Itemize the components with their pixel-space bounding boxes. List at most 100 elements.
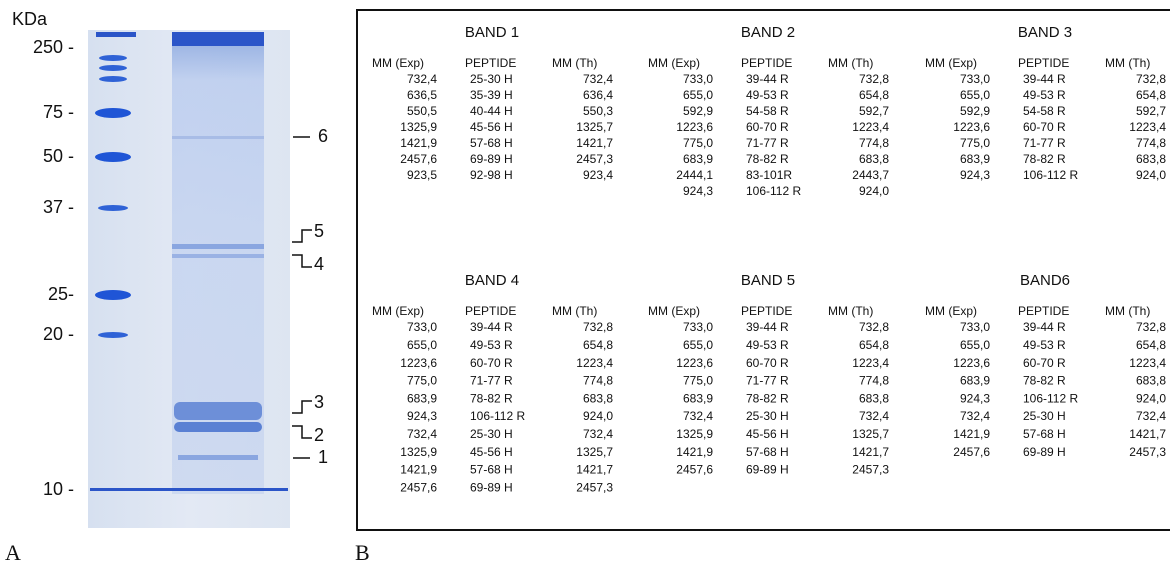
cell: 71-77 R	[470, 374, 513, 388]
cell: 774,8	[859, 136, 889, 150]
cell: 106-112 R	[746, 184, 801, 198]
column-header: MM (Th)	[828, 304, 873, 318]
cell: 2457,3	[1129, 445, 1166, 459]
band-label: 5	[314, 221, 324, 241]
column-header: PEPTIDE	[465, 304, 516, 318]
cell: 592,7	[859, 104, 889, 118]
cell: 106-112 R	[1023, 168, 1078, 182]
cell: 106-112 R	[1023, 391, 1078, 405]
cell: 654,8	[583, 338, 613, 352]
cell: 2457,3	[852, 463, 889, 477]
cell: 78-82 R	[1023, 374, 1066, 388]
cell: 1325,7	[852, 427, 889, 441]
cell: 683,8	[859, 391, 889, 405]
column-header: MM (Exp)	[648, 304, 700, 318]
cell: 1223,6	[676, 120, 713, 134]
figure: KDa A B 250 -75 -50 -37 -25-20 -10 -6543…	[0, 0, 1170, 568]
cell: 732,4	[583, 427, 613, 441]
column-header: MM (Exp)	[925, 56, 977, 70]
band-bracket	[292, 401, 312, 413]
cell: 733,0	[683, 72, 713, 86]
cell: 2457,6	[676, 463, 713, 477]
band-title: BAND6	[1020, 272, 1070, 289]
cell: 592,7	[1136, 104, 1166, 118]
cell: 924,0	[859, 184, 889, 198]
cell: 25-30 H	[470, 427, 513, 441]
size-marker: 10 -	[43, 479, 74, 499]
cell: 924,0	[1136, 168, 1166, 182]
column-header: MM (Th)	[552, 56, 597, 70]
cell: 1325,9	[676, 427, 713, 441]
cell: 25-30 H	[746, 409, 789, 423]
cell: 60-70 R	[1023, 120, 1066, 134]
cell: 655,0	[683, 88, 713, 102]
unit-label: KDa	[12, 9, 48, 29]
cell: 2444,1	[676, 168, 713, 182]
cell: 1223,6	[953, 120, 990, 134]
cell: 1421,9	[953, 427, 990, 441]
cell: 636,5	[407, 88, 437, 102]
cell: 732,8	[859, 320, 889, 334]
cell: 78-82 R	[1023, 152, 1066, 166]
cell: 49-53 R	[1023, 88, 1066, 102]
column-header: PEPTIDE	[741, 304, 792, 318]
cell: 49-53 R	[746, 88, 789, 102]
cell: 1223,6	[400, 356, 437, 370]
column-header: MM (Th)	[828, 56, 873, 70]
cell: 654,8	[1136, 88, 1166, 102]
cell: 57-68 H	[746, 445, 789, 459]
cell: 655,0	[960, 88, 990, 102]
cell: 923,5	[407, 168, 437, 182]
ladder-band	[95, 108, 131, 118]
cell: 774,8	[1136, 136, 1166, 150]
cell: 45-56 H	[746, 427, 789, 441]
cell: 732,4	[960, 409, 990, 423]
cell: 39-44 R	[746, 72, 789, 86]
cell: 683,8	[583, 391, 613, 405]
cell: 732,4	[859, 409, 889, 423]
cell: 69-89 H	[470, 152, 513, 166]
cell: 2457,3	[576, 480, 613, 494]
cell: 732,4	[1136, 409, 1166, 423]
gel-band	[172, 254, 264, 258]
cell: 1223,4	[1129, 356, 1166, 370]
gel-image	[88, 30, 290, 528]
cell: 655,0	[960, 338, 990, 352]
cell: 683,9	[683, 152, 713, 166]
band-bracket	[292, 230, 312, 242]
cell: 1421,7	[576, 463, 613, 477]
gel-band	[178, 455, 258, 460]
cell: 1325,7	[576, 120, 613, 134]
size-marker: 37 -	[43, 197, 74, 217]
cell: 732,4	[407, 427, 437, 441]
cell: 1223,4	[1129, 120, 1166, 134]
cell: 924,0	[583, 409, 613, 423]
column-header: MM (Exp)	[372, 56, 424, 70]
band-title: BAND 1	[465, 24, 519, 41]
column-header: MM (Th)	[552, 304, 597, 318]
cell: 54-58 R	[1023, 104, 1066, 118]
cell: 732,8	[583, 320, 613, 334]
cell: 57-68 H	[470, 136, 513, 150]
cell: 924,0	[1136, 391, 1166, 405]
cell: 924,3	[683, 184, 713, 198]
gel-band	[172, 244, 264, 249]
cell: 683,8	[859, 152, 889, 166]
cell: 654,8	[1136, 338, 1166, 352]
cell: 775,0	[407, 374, 437, 388]
cell: 683,9	[960, 374, 990, 388]
cell: 71-77 R	[746, 136, 789, 150]
cell: 924,3	[960, 391, 990, 405]
band-title: BAND 5	[741, 272, 795, 289]
cell: 683,8	[1136, 152, 1166, 166]
ladder-band	[98, 332, 128, 338]
cell: 71-77 R	[1023, 136, 1066, 150]
cell: 78-82 R	[746, 391, 789, 405]
gel-band	[172, 32, 264, 46]
band-label: 4	[314, 254, 324, 274]
column-header: PEPTIDE	[465, 56, 516, 70]
cell: 60-70 R	[746, 356, 789, 370]
cell: 1325,9	[400, 120, 437, 134]
cell: 732,4	[407, 72, 437, 86]
cell: 39-44 R	[1023, 72, 1066, 86]
